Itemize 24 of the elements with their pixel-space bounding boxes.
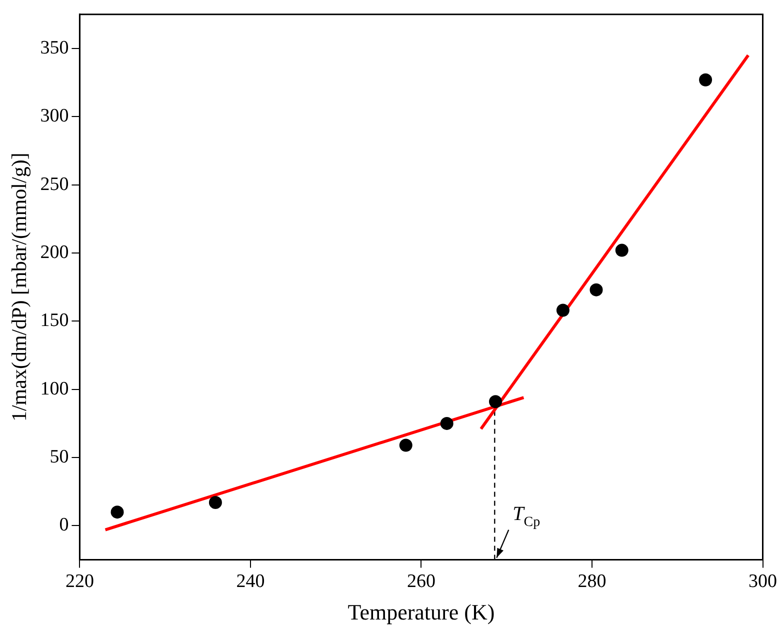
point [399, 438, 412, 452]
y-axis-title: 1/max(dm/dP) [mbar/(mmol/g)] [7, 152, 32, 422]
point [590, 283, 603, 296]
x-tick-label: 220 [65, 571, 94, 592]
point [615, 244, 628, 257]
y-tick-label: 50 [50, 446, 69, 468]
y-tick-label: 300 [40, 106, 69, 127]
y-tick-label: 0 [59, 514, 69, 536]
y-tick-label: 100 [40, 378, 69, 400]
point [208, 496, 222, 510]
point [110, 506, 124, 519]
x-axis-title: Temperature (K) [348, 600, 495, 625]
point [556, 304, 570, 317]
point [699, 73, 712, 86]
point [489, 395, 502, 408]
x-tick-label: 300 [748, 571, 777, 592]
y-tick-label: 250 [40, 174, 69, 195]
x-tick-label: 280 [578, 571, 606, 592]
y-tick-label: 350 [40, 37, 69, 58]
x-tick-label: 260 [406, 571, 436, 592]
y-tick-label: 150 [40, 310, 69, 332]
y-tick-label: 200 [40, 242, 69, 263]
x-tick-label: 240 [236, 571, 265, 592]
point [440, 416, 454, 430]
